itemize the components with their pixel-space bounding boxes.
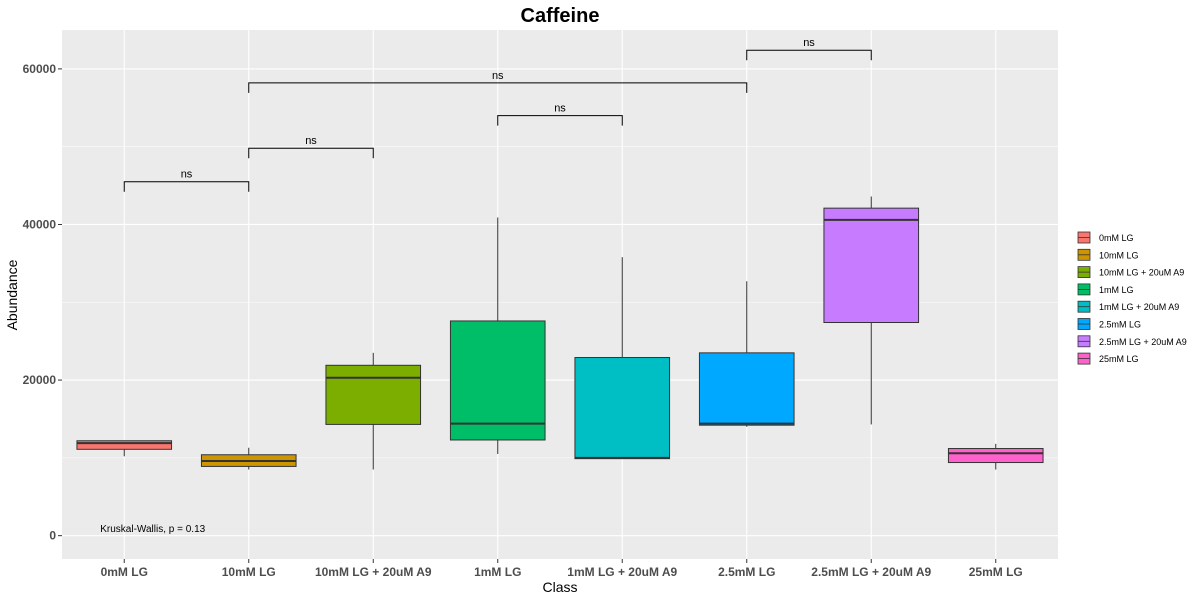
- box-2: [325, 364, 422, 425]
- x-tick-label: 2.5mM LG: [718, 565, 775, 579]
- comparison-label: ns: [305, 135, 317, 147]
- x-tick-label: 25mM LG: [969, 565, 1023, 579]
- comparison-label: ns: [554, 103, 566, 115]
- kruskal-wallis-annotation: Kruskal-Wallis, p = 0.13: [100, 524, 205, 535]
- comparison-label: ns: [803, 37, 815, 49]
- box-4: [574, 357, 671, 460]
- x-axis-title: Class: [542, 579, 577, 595]
- comparison-label: ns: [492, 70, 504, 82]
- y-tick-label: 40000: [23, 217, 57, 231]
- box-6: [823, 207, 920, 324]
- box-3: [449, 320, 546, 441]
- x-tick-label: 10mM LG: [222, 565, 276, 579]
- x-tick-label: 10mM LG + 20uM A9: [315, 565, 432, 579]
- legend-label: 10mM LG: [1099, 250, 1139, 260]
- whiskers: [123, 196, 997, 470]
- legend-label: 2.5mM LG + 20uM A9: [1099, 337, 1187, 347]
- boxes: [76, 207, 1044, 467]
- box-7: [947, 448, 1044, 464]
- legend-label: 1mM LG + 20uM A9: [1099, 302, 1179, 312]
- comparison-bracket: [746, 49, 872, 61]
- y-tick-label: 60000: [23, 62, 57, 76]
- comparison-bracket: [248, 147, 374, 159]
- comparison-bracket: [248, 82, 748, 93]
- x-tick-label: 1mM LG + 20uM A9: [567, 565, 677, 579]
- x-tick-label: 1mM LG: [474, 565, 521, 579]
- significance-brackets: ns ns ns ns ns: [123, 37, 872, 192]
- x-tick-label: 2.5mM LG + 20uM A9: [811, 565, 931, 579]
- legend-label: 0mM LG: [1099, 233, 1134, 243]
- y-tick-label: 0: [49, 529, 56, 543]
- box-0: [76, 440, 173, 450]
- comparison-bracket: [123, 181, 250, 192]
- legend: 0mM LG 10mM LG 10mM LG + 20uM A9 1mM LG 1mM …: [1077, 231, 1187, 365]
- legend-label: 25mM LG: [1099, 354, 1139, 364]
- chart-title: Caffeine: [521, 5, 600, 27]
- box-5: [698, 352, 795, 426]
- y-axis-title: Abundance: [4, 259, 20, 330]
- comparison-label: ns: [181, 169, 193, 181]
- legend-label: 1mM LG: [1099, 285, 1134, 295]
- legend-label: 10mM LG + 20uM A9: [1099, 268, 1184, 278]
- legend-label: 2.5mM LG: [1099, 320, 1141, 330]
- y-axis: 0 20000 40000 60000: [23, 62, 62, 543]
- comparison-bracket: [497, 115, 623, 126]
- x-axis: 0mM LG 10mM LG 10mM LG + 20uM A9 1mM LG 1mM …: [101, 559, 1023, 579]
- x-tick-label: 0mM LG: [101, 565, 148, 579]
- y-tick-label: 20000: [23, 373, 57, 387]
